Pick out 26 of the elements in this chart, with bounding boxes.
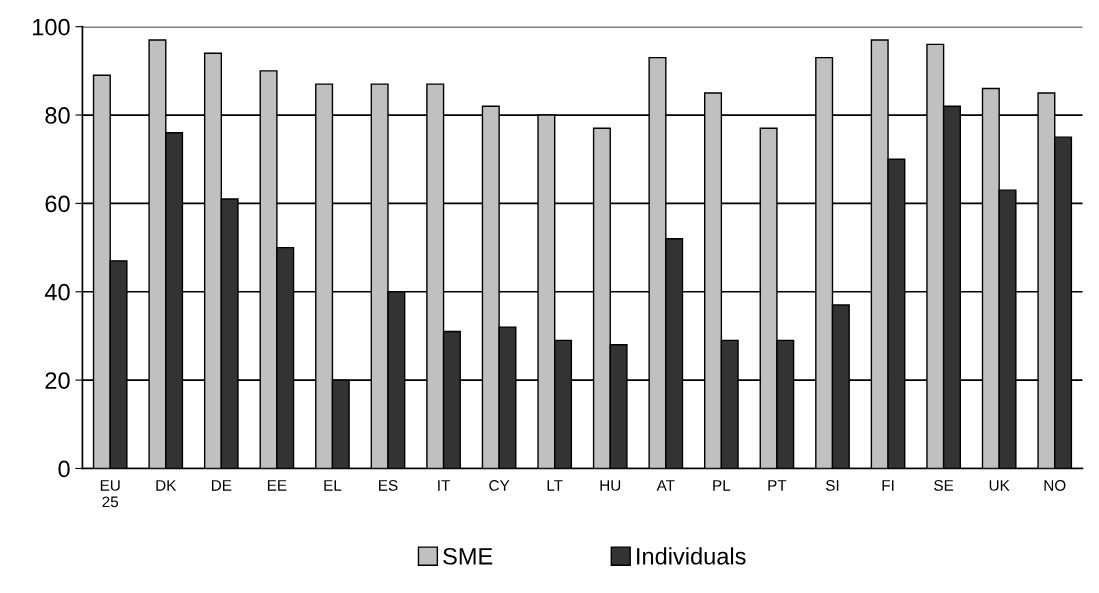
x-tick-label: AT xyxy=(656,480,675,491)
y-tick-label: 80 xyxy=(45,107,70,124)
x-tick-label: EL xyxy=(324,480,342,491)
y-tick-label: 60 xyxy=(45,195,70,213)
y-tick-label: 0 xyxy=(58,460,70,478)
legend-label: SME xyxy=(443,547,493,565)
y-tick-label: 100 xyxy=(33,18,70,36)
x-tick-label: SE xyxy=(934,479,954,491)
x-tick-label: EE xyxy=(267,480,287,491)
legend-label: Individuals xyxy=(637,547,746,565)
y-tick-label: 40 xyxy=(44,283,70,301)
y-tick-label: 20 xyxy=(45,372,70,389)
x-tick-label: CY xyxy=(489,479,510,491)
x-tick-label: PT xyxy=(768,480,787,491)
x-tick-label: IT xyxy=(438,480,451,491)
x-tick-label: HU xyxy=(600,480,621,491)
x-tick-label: SI xyxy=(825,479,839,491)
x-tick-label: DE xyxy=(211,480,232,491)
x-tick-label: DK xyxy=(156,480,177,491)
x-tick-label: PL xyxy=(713,480,731,491)
x-tick-label: UK xyxy=(989,480,1010,491)
x-tick-label: FI xyxy=(882,480,894,491)
x-tick-label: ES xyxy=(379,479,398,491)
x-tick-label: EU 25 xyxy=(100,480,120,508)
x-tick-label: LT xyxy=(547,480,563,491)
x-tick-label: NO xyxy=(1044,479,1066,491)
